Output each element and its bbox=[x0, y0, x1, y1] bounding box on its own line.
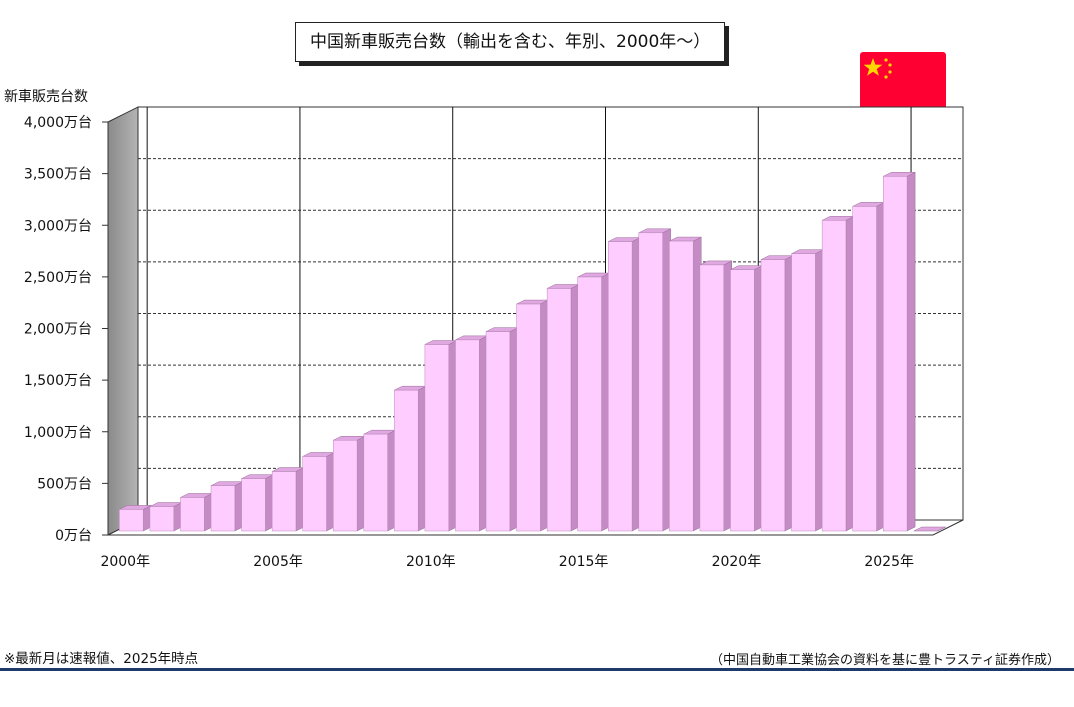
y-tick-label: 2,000万台 bbox=[24, 322, 92, 338]
bar bbox=[424, 340, 457, 532]
y-tick-label: 500万台 bbox=[37, 476, 92, 492]
bar bbox=[516, 299, 549, 532]
bar-front bbox=[149, 506, 175, 532]
flag-small-star bbox=[884, 58, 888, 62]
bar-front bbox=[577, 276, 602, 532]
bar bbox=[363, 429, 396, 532]
bar-front bbox=[394, 389, 419, 532]
footnote-source: （中国自動車工業協会の資料を基に豊トラスティ証券作成） bbox=[710, 653, 1060, 668]
flag-big-star bbox=[863, 58, 883, 76]
x-tick-label: 2000年 bbox=[100, 554, 150, 570]
bar bbox=[241, 474, 274, 532]
bar bbox=[608, 237, 641, 532]
flag-small-star bbox=[888, 63, 892, 67]
y-tick-label: 3,000万台 bbox=[24, 218, 92, 234]
bar-front bbox=[424, 344, 449, 532]
bar bbox=[302, 452, 335, 532]
bar bbox=[210, 481, 244, 532]
bar bbox=[669, 236, 702, 532]
bar-front bbox=[455, 339, 480, 532]
bar bbox=[821, 215, 855, 532]
bar-front bbox=[791, 253, 816, 532]
bar-top bbox=[913, 526, 946, 532]
bottom-rule bbox=[0, 668, 1074, 671]
bar-front bbox=[883, 176, 908, 532]
bar bbox=[149, 502, 182, 532]
x-tick-label: 2020年 bbox=[712, 554, 762, 570]
bar bbox=[577, 272, 610, 532]
bar-front bbox=[699, 264, 725, 532]
bar-front bbox=[485, 331, 511, 532]
bar-front bbox=[241, 478, 266, 532]
bar-front bbox=[821, 220, 847, 532]
bar bbox=[791, 249, 824, 532]
bar-chart: 新車販売台数 0万台 500万台 1,000万台 1,500万台 2,000万台 2,50… bbox=[4, 88, 964, 570]
flag-small-star bbox=[888, 70, 892, 74]
y-tick-label: 1,000万台 bbox=[24, 425, 92, 441]
chart-title: 中国新車販売台数（輸出を含む、年別、2000年～） bbox=[295, 22, 726, 62]
y-tick-label: 1,500万台 bbox=[24, 373, 92, 389]
bar bbox=[699, 260, 732, 532]
bar bbox=[913, 526, 946, 532]
flag-small-star bbox=[884, 75, 888, 79]
bar bbox=[271, 467, 305, 532]
bar-front bbox=[271, 471, 297, 532]
x-tick-label: 2010年 bbox=[406, 554, 456, 570]
bar-front bbox=[333, 439, 358, 532]
y-axis-title: 新車販売台数 bbox=[4, 88, 88, 105]
bar bbox=[730, 265, 763, 532]
bar bbox=[119, 505, 152, 532]
bar-front bbox=[852, 206, 877, 532]
bar bbox=[455, 335, 488, 532]
footnote-left: ※最新月は速報値、2025年時点 bbox=[4, 651, 199, 667]
y-tick-label: 0万台 bbox=[55, 528, 92, 544]
bar bbox=[883, 171, 916, 532]
left-wall bbox=[107, 106, 139, 536]
bar-front bbox=[608, 241, 633, 532]
x-tick-label: 2005年 bbox=[253, 554, 303, 570]
bar-front bbox=[363, 433, 388, 532]
flag-field bbox=[860, 52, 946, 114]
bar-front bbox=[302, 456, 327, 532]
bar-front bbox=[516, 303, 541, 532]
bar bbox=[333, 435, 366, 532]
bar bbox=[180, 493, 213, 532]
bar-front bbox=[546, 288, 572, 532]
bar-front bbox=[730, 269, 755, 532]
bar-front bbox=[210, 485, 236, 532]
bar-front bbox=[760, 259, 786, 532]
bar bbox=[485, 327, 519, 532]
bar-side bbox=[906, 171, 916, 532]
y-tick-label: 4,000万台 bbox=[24, 115, 92, 131]
x-tick-label: 2015年 bbox=[559, 554, 609, 570]
bar bbox=[760, 255, 794, 532]
y-tick-label: 2,500万台 bbox=[24, 270, 92, 286]
bar-front bbox=[180, 497, 205, 532]
y-tick-label: 3,500万台 bbox=[24, 167, 92, 183]
bar-front bbox=[119, 509, 144, 532]
bar bbox=[638, 228, 671, 532]
bar bbox=[394, 385, 427, 532]
bar-front bbox=[669, 240, 694, 532]
x-tick-label: 2025年 bbox=[864, 554, 914, 570]
bar bbox=[852, 201, 885, 532]
bar bbox=[546, 284, 580, 532]
bar-front bbox=[638, 232, 663, 532]
